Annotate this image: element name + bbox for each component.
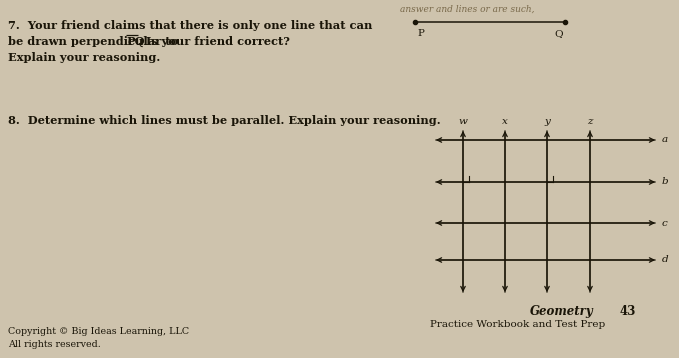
Text: w: w: [458, 117, 467, 126]
Text: Explain your reasoning.: Explain your reasoning.: [8, 52, 160, 63]
Text: d: d: [662, 256, 669, 265]
Text: All rights reserved.: All rights reserved.: [8, 340, 100, 349]
Text: P: P: [417, 29, 424, 38]
Text: c: c: [662, 218, 667, 227]
Text: 43: 43: [620, 305, 636, 318]
Text: Copyright © Big Ideas Learning, LLC: Copyright © Big Ideas Learning, LLC: [8, 327, 189, 336]
Text: 7.  Your friend claims that there is only one line that can: 7. Your friend claims that there is only…: [8, 20, 372, 31]
Text: 8.  Determine which lines must be parallel. Explain your reasoning.: 8. Determine which lines must be paralle…: [8, 115, 441, 126]
Text: y: y: [544, 117, 550, 126]
Text: z: z: [587, 117, 593, 126]
Text: b: b: [662, 178, 669, 187]
Text: Q: Q: [554, 29, 563, 38]
Text: Geometry: Geometry: [530, 305, 593, 318]
Text: Practice Workbook and Test Prep: Practice Workbook and Test Prep: [430, 320, 605, 329]
Text: x: x: [502, 117, 508, 126]
Text: . Is your friend correct?: . Is your friend correct?: [139, 36, 290, 47]
Text: answer and lines or are such,: answer and lines or are such,: [400, 5, 534, 14]
Text: be drawn perpendicular to: be drawn perpendicular to: [8, 36, 182, 47]
Text: PQ: PQ: [126, 36, 145, 47]
Text: a: a: [662, 135, 668, 145]
